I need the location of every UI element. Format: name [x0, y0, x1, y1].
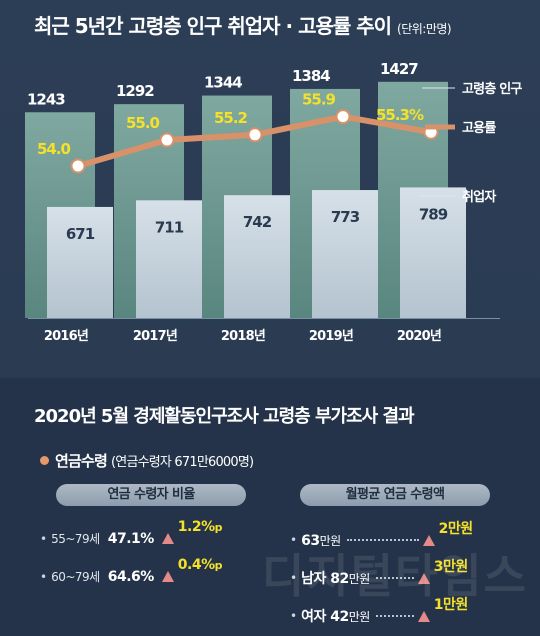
ratio-change-suffix: p	[214, 520, 223, 534]
employed-value-label: 671	[66, 225, 95, 243]
x-tick-label: 2017년	[133, 329, 177, 344]
results-panel	[0, 378, 540, 636]
amount-gender: 여자	[301, 609, 331, 625]
watermark-logo: 디지털타임스	[262, 549, 528, 603]
amount-change: 2만원	[438, 521, 474, 537]
pension-heading: 연금수령 (연금수령자 671만6000명)	[40, 450, 254, 471]
rate-point	[335, 109, 351, 125]
population-value-label: 1243	[27, 90, 65, 108]
x-tick-label: 2019년	[309, 329, 353, 344]
pension-amount-pill: 월평균 연금 수령액	[300, 484, 490, 506]
ratio-change-value: 0.4%	[177, 556, 215, 573]
section-title: 2020년 5월 경제활동인구조사 고령층 부가조사 결과	[34, 406, 415, 427]
amount-label: 여자 42만원	[301, 606, 370, 626]
legend-label: 고령층 인구	[462, 81, 522, 97]
x-axis: 2016년 2017년 2018년 2019년 2020년	[28, 318, 500, 344]
pension-dot-icon	[40, 456, 49, 465]
population-value-label: 1292	[116, 82, 154, 100]
x-tick-label: 2020년	[397, 329, 441, 344]
x-tick-label: 2016년	[44, 329, 88, 344]
bullet-icon: •	[290, 533, 298, 547]
employed-bar	[47, 206, 113, 318]
employed-bar	[312, 190, 378, 318]
increase-triangle-icon	[417, 610, 430, 622]
amount-value: 82	[330, 571, 349, 587]
employed-value-label: 742	[243, 213, 272, 231]
ratio-percent: 47.1%	[107, 530, 155, 547]
employment-chart: 1243 1292 1344 1384 1427 671 711 742 773 789 54.…	[25, 60, 523, 344]
amount-row: • 63만원 2만원	[290, 521, 473, 550]
ratio-change-value: 1.2%	[177, 518, 215, 535]
dotted-leader	[375, 577, 414, 579]
ratio-age: 60~79세	[51, 570, 100, 584]
employed-bar	[136, 200, 202, 318]
employed-value-label: 773	[331, 208, 360, 226]
increase-triangle-icon	[161, 533, 174, 544]
employed-value-label: 711	[155, 218, 184, 236]
employed-bars: 671 711 742 773 789	[47, 187, 466, 318]
amount-unit: 만원	[348, 610, 371, 624]
population-value-label: 1427	[380, 60, 418, 78]
amount-row: • 여자 42만원 1만원	[290, 597, 468, 626]
increase-triangle-icon	[417, 572, 430, 584]
amount-row: • 남자 82만원 3만원	[290, 559, 468, 588]
rate-value-label: 54.0	[37, 140, 71, 158]
rate-value-label: 55.2	[214, 109, 248, 127]
ratio-change: 0.4%p	[177, 556, 223, 573]
ratio-age: 55~79세	[51, 532, 100, 546]
amount-label: 남자 82만원	[301, 568, 370, 588]
legend-label: 취업자	[462, 189, 496, 205]
ratio-percent: 64.6%	[107, 568, 155, 585]
population-value-label: 1344	[204, 74, 242, 92]
employment-rate-line: 54.0 55.0 55.2 55.9 55.3%	[37, 91, 439, 174]
pension-head-text: 연금수령	[55, 452, 108, 470]
bullet-icon: •	[40, 531, 48, 546]
ratio-row: • 60~79세 64.6% 0.4%p	[40, 557, 223, 585]
rate-value-label: 55.3%	[376, 106, 424, 124]
increase-triangle-icon	[422, 534, 435, 546]
rate-value-label: 55.0	[126, 114, 160, 132]
x-tick-label: 2018년	[221, 329, 265, 344]
employed-bar	[400, 187, 466, 318]
chart-title: 최근 5년간 고령층 인구 취업자 · 고용률 추이 (단위:만명)	[34, 10, 452, 39]
chart-title-text: 최근 5년간 고령층 인구 취업자 · 고용률 추이	[34, 14, 392, 38]
amount-label: 63만원	[301, 532, 341, 549]
increase-triangle-icon	[161, 571, 174, 582]
employed-bar	[224, 195, 290, 318]
pension-subtext: (연금수령자 671만6000명)	[111, 455, 254, 470]
population-value-label: 1384	[292, 67, 330, 85]
amount-gender: 남자	[301, 571, 331, 587]
ratio-change-suffix: p	[214, 558, 223, 572]
ratio-change: 1.2%p	[177, 518, 223, 535]
bullet-icon: •	[290, 571, 298, 585]
rate-value-label: 55.9	[302, 91, 336, 109]
amount-value: 42	[330, 609, 349, 625]
amount-unit: 만원	[348, 572, 371, 586]
dotted-leader	[346, 539, 419, 541]
amount-change: 3만원	[433, 559, 469, 575]
amount-unit: 만원	[319, 533, 342, 548]
amount-value: 63	[301, 532, 320, 549]
dotted-leader	[375, 615, 414, 617]
rate-point	[159, 132, 175, 148]
bullet-icon: •	[40, 569, 48, 584]
ratio-row: • 55~79세 47.1% 1.2%p	[40, 519, 223, 547]
bullet-icon: •	[290, 609, 298, 623]
chart-unit: (단위:만명)	[397, 22, 452, 36]
pension-ratio-pill: 연금 수령자 비율	[56, 484, 246, 506]
rate-point	[70, 158, 86, 174]
rate-point	[247, 127, 263, 143]
employed-value-label: 789	[419, 205, 448, 223]
legend-label: 고용률	[462, 120, 496, 136]
amount-change: 1만원	[433, 597, 469, 613]
